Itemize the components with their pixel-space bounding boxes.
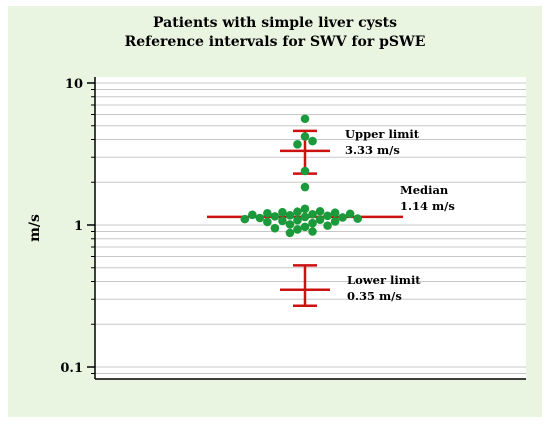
data-point xyxy=(308,209,317,219)
data-point xyxy=(315,215,325,224)
chart-svg: 10 1 0.1 m/s Upper limit 3.33 m/s Median 1… xyxy=(27,77,526,380)
y-ticks: 10 1 0.1 xyxy=(60,77,95,376)
data-point xyxy=(300,166,310,176)
upper-limit-value: 3.33 m/s xyxy=(345,143,400,157)
data-point xyxy=(285,228,295,238)
data-point xyxy=(293,215,302,225)
data-point xyxy=(270,223,280,233)
y-tick-label: 0.1 xyxy=(60,361,83,376)
data-point xyxy=(278,216,287,226)
data-point xyxy=(300,212,310,222)
data-point xyxy=(300,204,310,214)
data-point xyxy=(323,211,332,221)
data-point xyxy=(255,213,265,223)
data-point xyxy=(308,227,317,236)
data-point xyxy=(300,222,310,232)
data-point xyxy=(300,114,310,124)
data-point xyxy=(293,140,302,149)
data-point xyxy=(300,182,310,192)
lower-limit-value: 0.35 m/s xyxy=(347,289,402,303)
title-block: Patients with simple liver cysts Referen… xyxy=(8,14,542,52)
data-point xyxy=(308,218,317,228)
data-point xyxy=(330,208,340,218)
data-point xyxy=(300,132,310,141)
data-point xyxy=(293,207,302,217)
chart-title: Patients with simple liver cysts xyxy=(153,15,397,31)
y-axis-label: m/s xyxy=(27,214,43,242)
upper-limit-label: Upper limit xyxy=(345,127,420,141)
lower-limit-label: Lower limit xyxy=(347,273,421,287)
y-tick-label: 10 xyxy=(65,77,83,92)
data-point xyxy=(353,214,362,223)
median-value: 1.14 m/s xyxy=(400,199,455,213)
data-point xyxy=(345,209,355,219)
data-point xyxy=(293,225,302,234)
y-tick-label: 1 xyxy=(74,219,83,234)
data-point xyxy=(323,221,332,230)
axes xyxy=(94,77,526,380)
data-point xyxy=(248,210,257,220)
data-point xyxy=(263,208,272,218)
data-points xyxy=(240,114,362,238)
data-point xyxy=(285,211,295,220)
grid-lines xyxy=(95,82,526,374)
data-point xyxy=(338,213,347,222)
chart-subtitle: Reference intervals for SWV for pSWE xyxy=(124,34,426,50)
data-point xyxy=(308,136,317,146)
data-point xyxy=(263,217,272,227)
data-point xyxy=(315,206,325,216)
data-point xyxy=(285,220,295,229)
data-point xyxy=(240,214,250,224)
figure-frame: Patients with simple liver cysts Referen… xyxy=(8,6,542,417)
median-label: Median xyxy=(400,183,449,197)
data-point xyxy=(278,207,287,217)
data-point xyxy=(270,212,280,221)
data-point xyxy=(330,217,340,226)
annotations: Upper limit 3.33 m/s Median 1.14 m/s Low… xyxy=(345,127,455,303)
